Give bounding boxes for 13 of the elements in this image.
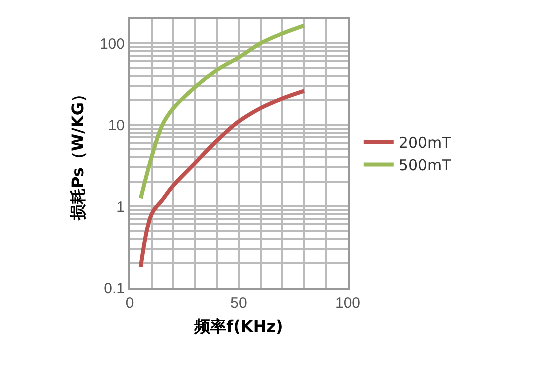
y-tick-label: 1 <box>116 198 125 216</box>
y-tick-label: 10 <box>108 117 125 134</box>
legend-label: 200mT <box>398 134 452 152</box>
y-axis-title: 损耗Ps（W/KG） <box>68 86 88 222</box>
y-tick-label: 0.1 <box>104 280 125 298</box>
line-series <box>138 89 306 270</box>
x-tick-label: 50 <box>230 295 248 312</box>
x-tick-label: 0 <box>126 295 134 312</box>
x-tick-label: 100 <box>335 295 361 312</box>
line-series <box>138 24 306 201</box>
x-axis-title: 频率f(KHz) <box>194 317 284 336</box>
y-tick-label: 100 <box>100 36 125 53</box>
legend-label: 500mT <box>398 156 452 175</box>
